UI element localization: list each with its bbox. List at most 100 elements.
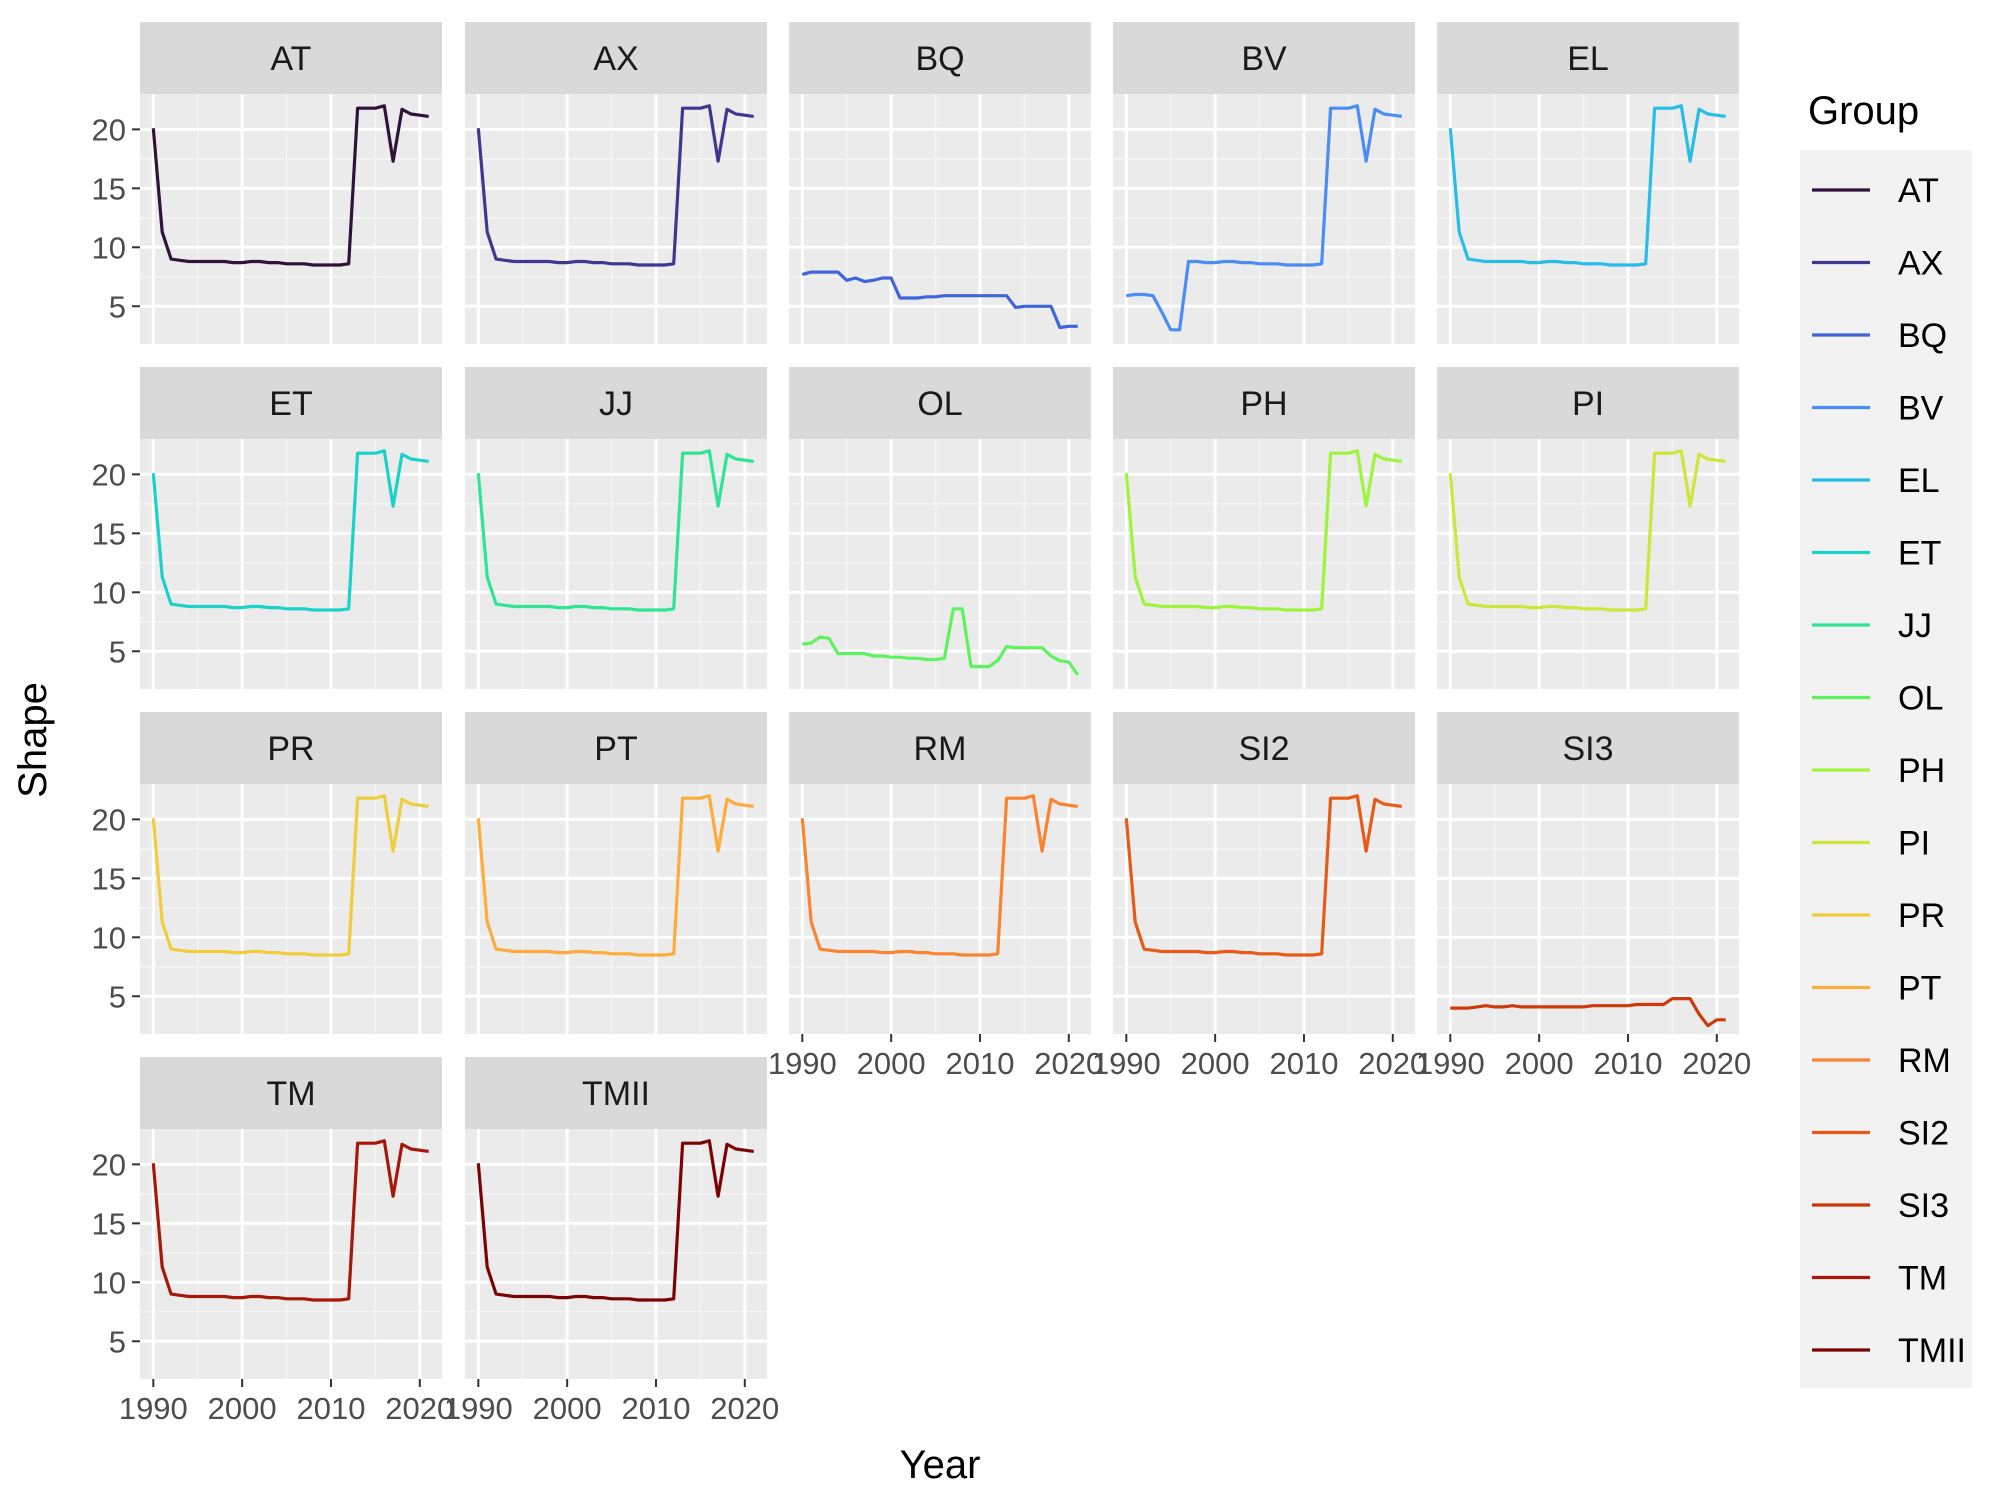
- legend-label-bv: BV: [1898, 390, 1944, 428]
- x-tick-label: 2000: [208, 1391, 277, 1426]
- panel-el: EL: [1437, 22, 1739, 344]
- strip-label-ph: PH: [1240, 385, 1287, 423]
- x-tick-label: 2020: [1034, 1046, 1103, 1081]
- strip-at: [140, 22, 442, 94]
- x-tick-label: 2020: [385, 1391, 454, 1426]
- panel-pr: PR 5 10 15 20: [92, 712, 442, 1034]
- x-tick-label: 1990: [1092, 1046, 1161, 1081]
- strip-si3: [1437, 712, 1739, 784]
- x-tick-label: 2010: [1593, 1046, 1662, 1081]
- x-tick-label: 1990: [119, 1391, 188, 1426]
- x-tick-label: 2010: [945, 1046, 1014, 1081]
- legend-label-tm: TM: [1898, 1260, 1947, 1298]
- panel-et: ET 5 10 15 20: [92, 367, 442, 689]
- panel-ph: PH: [1113, 367, 1415, 689]
- strip-label-tmii: TMII: [582, 1075, 650, 1113]
- strip-tm: [140, 1057, 442, 1129]
- x-tick-label: 2000: [1505, 1046, 1574, 1081]
- panel-ax: AX: [465, 22, 767, 344]
- series-line-pi: [1448, 449, 1726, 612]
- panel-background: [1437, 94, 1739, 344]
- legend-label-ax: AX: [1898, 245, 1943, 283]
- strip-ol: [789, 367, 1091, 439]
- x-tick-label: 2000: [1181, 1046, 1250, 1081]
- strip-ph: [1113, 367, 1415, 439]
- legend-label-tmii: TMII: [1898, 1332, 1966, 1370]
- x-tick-label: 2010: [1269, 1046, 1338, 1081]
- y-tick-label: 15: [92, 1206, 126, 1241]
- strip-label-pr: PR: [267, 730, 314, 768]
- strip-el: [1437, 22, 1739, 94]
- strip-label-ax: AX: [593, 40, 638, 78]
- x-tick-label: 2010: [621, 1391, 690, 1426]
- strip-rm: [789, 712, 1091, 784]
- series-line-bv: [1126, 104, 1402, 332]
- strip-bq: [789, 22, 1091, 94]
- legend-label-el: EL: [1898, 462, 1940, 500]
- legend-label-rm: RM: [1898, 1042, 1951, 1080]
- series-line-tm: [151, 1139, 429, 1302]
- panel-tmii: TMII 1990 2000 2010 2020: [444, 1057, 779, 1426]
- panel-background: [789, 94, 1091, 344]
- strip-jj: [465, 367, 767, 439]
- legend-label-et: ET: [1898, 535, 1941, 573]
- strip-label-bv: BV: [1241, 40, 1287, 78]
- strip-label-bq: BQ: [915, 40, 964, 78]
- panel-background: [1113, 784, 1415, 1034]
- panel-background: [465, 784, 767, 1034]
- y-tick-label: 10: [92, 920, 126, 955]
- x-tick-label: 2010: [296, 1391, 365, 1426]
- x-tick-label: 1990: [768, 1046, 837, 1081]
- y-tick-label: 15: [92, 516, 126, 551]
- x-tick-label: 2020: [710, 1391, 779, 1426]
- panel-background: [1113, 439, 1415, 689]
- panel-background: [140, 94, 442, 344]
- strip-label-ol: OL: [917, 385, 962, 423]
- series-line-bq: [801, 270, 1078, 330]
- x-tick-label: 1990: [444, 1391, 513, 1426]
- y-tick-label: 20: [92, 112, 126, 147]
- y-tick-label: 10: [92, 230, 126, 265]
- panel-background: [465, 94, 767, 344]
- panel-background: [789, 784, 1091, 1034]
- panel-background: [465, 1129, 767, 1379]
- legend-label-ol: OL: [1898, 680, 1943, 718]
- panel-bv: BV: [1113, 22, 1415, 344]
- legend-label-ph: PH: [1898, 752, 1945, 790]
- strip-label-pt: PT: [594, 730, 637, 768]
- panel-jj: JJ: [465, 367, 767, 689]
- strip-label-et: ET: [269, 385, 312, 423]
- strip-pt: [465, 712, 767, 784]
- series-line-si3: [1450, 996, 1726, 1028]
- legend-label-pr: PR: [1898, 897, 1945, 935]
- panel-pt: PT: [465, 712, 767, 1034]
- strip-label-pi: PI: [1572, 385, 1604, 423]
- series-line-rm: [800, 794, 1078, 957]
- x-tick-label: 2020: [1358, 1046, 1427, 1081]
- series-line-pr: [151, 794, 429, 957]
- legend-label-pt: PT: [1898, 970, 1941, 1008]
- strip-pr: [140, 712, 442, 784]
- y-tick-label: 15: [92, 861, 126, 896]
- panel-background: [140, 1129, 442, 1379]
- strip-label-si3: SI3: [1562, 730, 1613, 768]
- series-line-tmii: [476, 1139, 754, 1302]
- panel-bq: BQ: [789, 22, 1091, 344]
- legend-label-pi: PI: [1898, 825, 1930, 863]
- strip-label-at: AT: [271, 40, 312, 78]
- panel-pi: PI: [1437, 367, 1739, 689]
- legend: Group AT AX BQ BV EL ET JJ OL PH PI PR PT RM SI2 SI3 TM…: [1800, 89, 1972, 1388]
- y-tick-label: 10: [92, 575, 126, 610]
- legend-title: Group: [1808, 89, 1919, 133]
- strip-label-tm: TM: [266, 1075, 315, 1113]
- panel-background: [465, 439, 767, 689]
- facet-panels: AT 5 10 15 20 AX BQ BV EL ET 5 10 15 20 JJ OL PH PI PR 5 10 1…: [92, 22, 1751, 1426]
- legend-label-bq: BQ: [1898, 317, 1947, 355]
- x-tick-label: 2020: [1682, 1046, 1751, 1081]
- y-tick-label: 15: [92, 171, 126, 206]
- legend-label-si3: SI3: [1898, 1187, 1949, 1225]
- panel-si2: SI2 1990 2000 2010 2020: [1092, 712, 1427, 1081]
- series-line-si2: [1124, 794, 1402, 957]
- y-tick-label: 5: [109, 634, 126, 669]
